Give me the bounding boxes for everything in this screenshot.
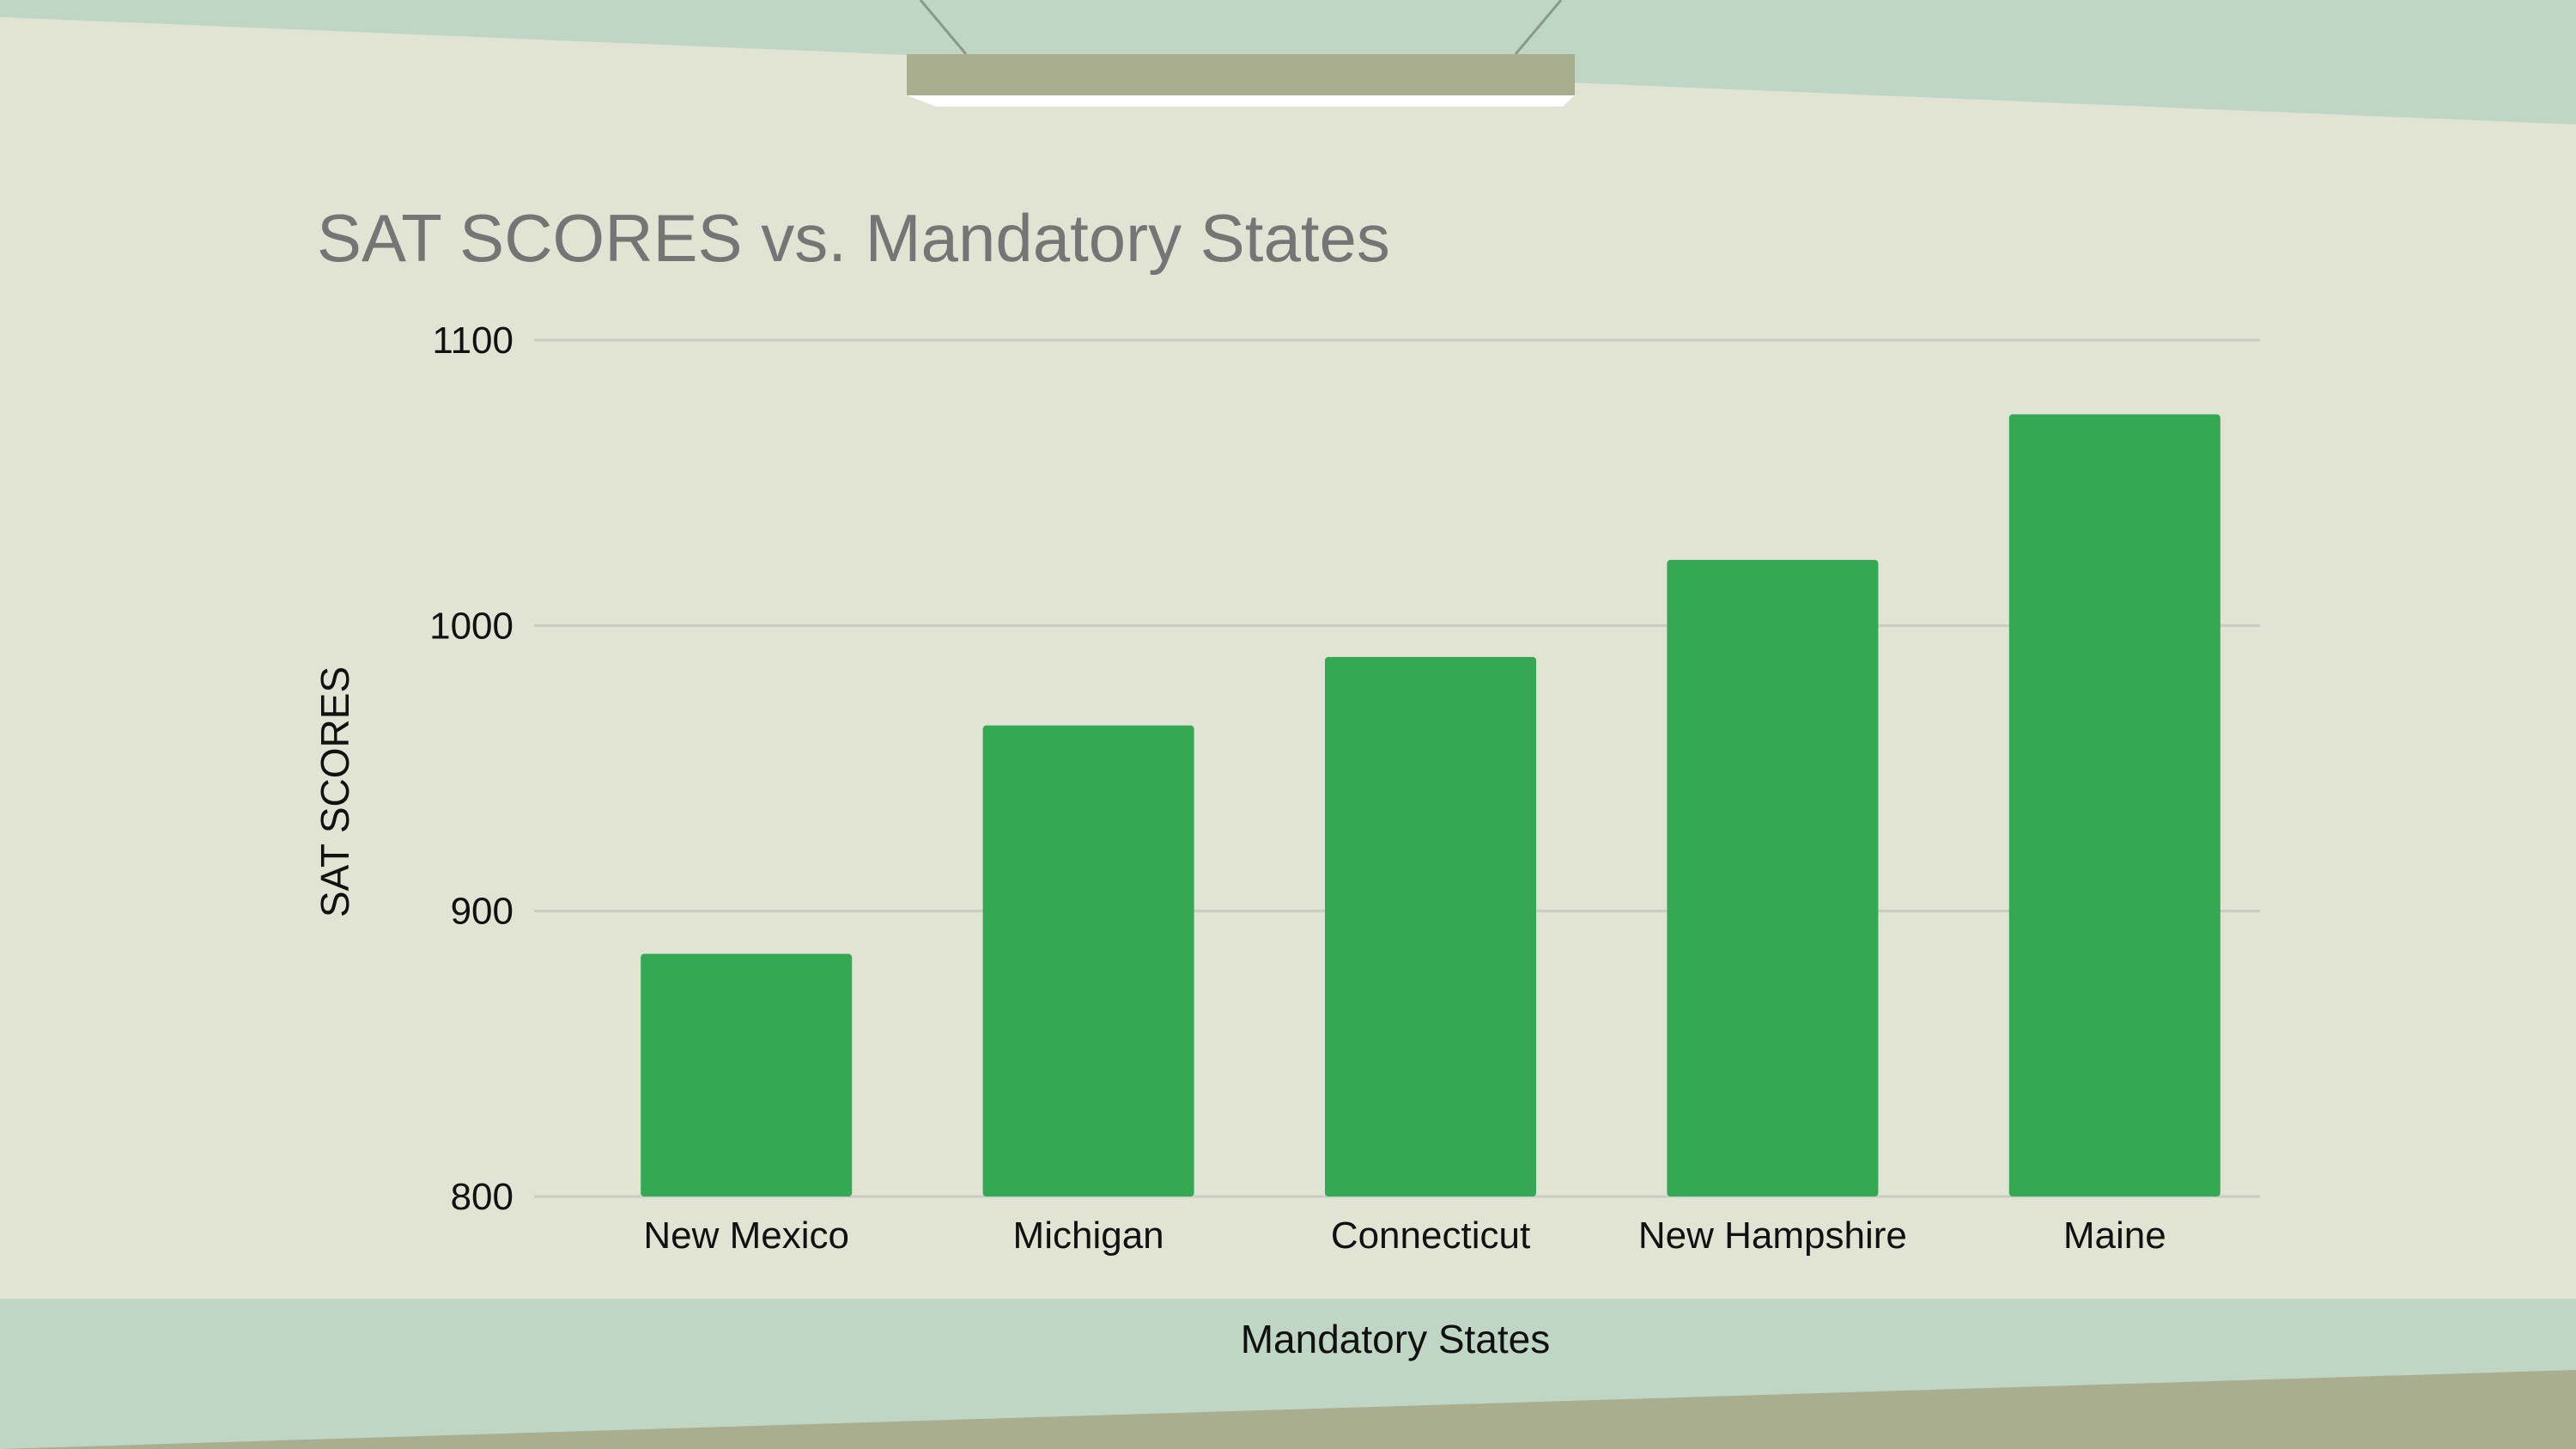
bar-maine — [2008, 414, 2221, 1196]
lamp-shade — [907, 54, 1575, 95]
x-tick-label: Maine — [2063, 1215, 2166, 1257]
lamp-cord-left — [919, 0, 968, 55]
y-tick-label: 900 — [451, 891, 513, 933]
y-axis-label: SAT SCORES — [313, 667, 357, 917]
lamp-glow — [907, 95, 1575, 107]
bar-new-hampshire — [1667, 559, 1879, 1196]
bar-michigan — [982, 725, 1194, 1196]
y-axis-ticks: 800 900 1000 1100 — [429, 320, 513, 1218]
y-tick-label: 800 — [451, 1176, 513, 1218]
x-axis-ticks: New Mexico Michigan Connecticut New Hampshi… — [643, 1215, 2166, 1257]
x-axis-label: Mandatory States — [1241, 1317, 1551, 1361]
bar-connecticut — [1325, 656, 1536, 1196]
bars — [641, 414, 2221, 1196]
x-tick-label: New Hampshire — [1638, 1215, 1907, 1257]
bar-new-mexico — [641, 953, 853, 1196]
x-tick-label: New Mexico — [643, 1215, 849, 1257]
y-tick-label: 1100 — [432, 320, 513, 362]
bottom-olive-wedge — [0, 1370, 2576, 1449]
y-tick-label: 1000 — [429, 605, 513, 647]
lamp-cord-right — [1514, 0, 1563, 55]
x-tick-label: Michigan — [1013, 1215, 1164, 1257]
chart-title: SAT SCORES vs. Mandatory States — [317, 200, 1390, 276]
x-tick-label: Connecticut — [1331, 1215, 1530, 1257]
